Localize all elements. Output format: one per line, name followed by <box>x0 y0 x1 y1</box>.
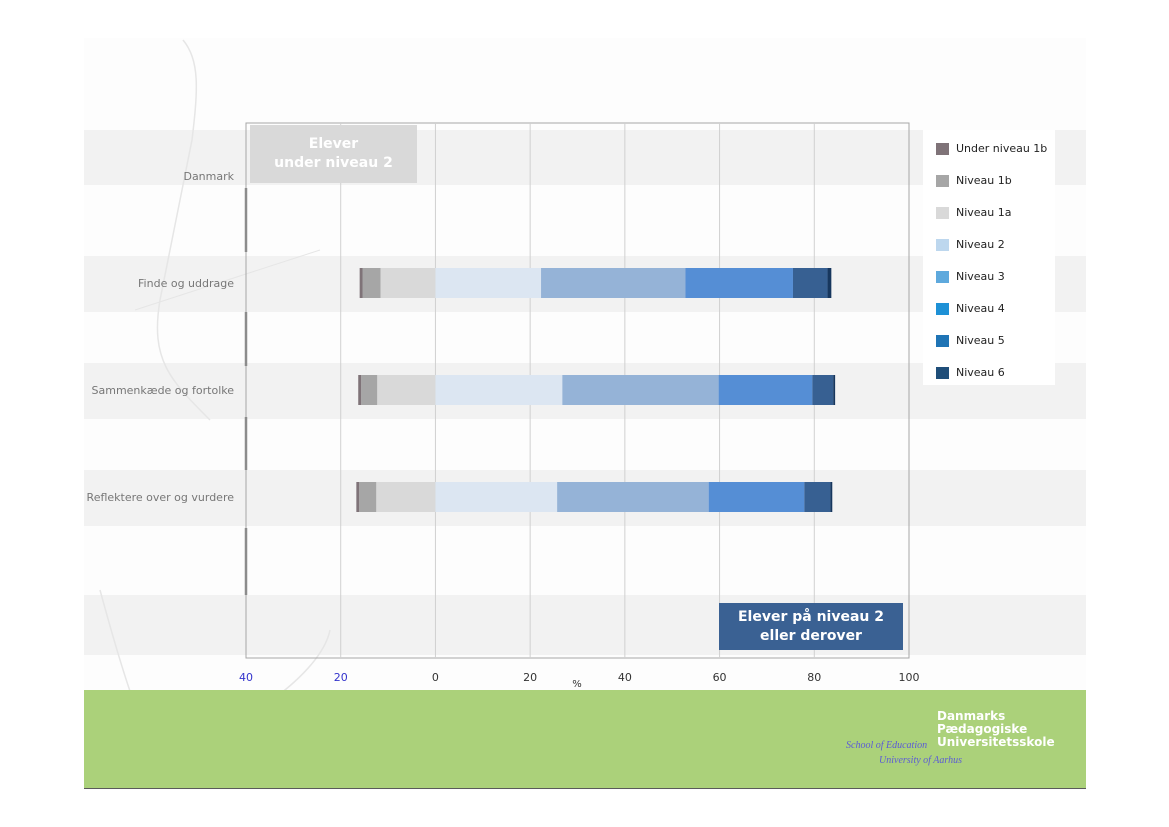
bar-segment <box>833 375 836 405</box>
bar-segment <box>562 375 719 405</box>
bar-segment <box>380 268 436 298</box>
x-tick-label: 20 <box>334 671 348 684</box>
bar-segment <box>804 482 831 512</box>
legend-swatch <box>936 303 949 315</box>
logo-line-1: Danmarks <box>937 709 1006 723</box>
university-logo: Danmarks Pædagogiske Universitetsskole S… <box>846 709 1055 770</box>
legend-label: Niveau 5 <box>956 334 1005 347</box>
x-tick-label: 100 <box>899 671 920 684</box>
x-tick-label: 80 <box>807 671 821 684</box>
category-label: Reflektere over og vurdere <box>87 491 235 504</box>
bar-segment <box>358 375 362 405</box>
bar-segment <box>435 375 563 405</box>
legend-swatch <box>936 239 949 251</box>
row-band <box>84 595 1086 655</box>
x-tick-label: 0 <box>432 671 439 684</box>
at-or-above-level2-label: Elever på niveau 2 eller derover <box>719 603 903 650</box>
legend-label: Niveau 3 <box>956 270 1005 283</box>
x-tick-label: 40 <box>239 671 253 684</box>
legend-label: Niveau 1b <box>956 174 1012 187</box>
logo-subtitle-2: University of Aarhus <box>879 755 962 766</box>
chart-legend: Under niveau 1b Niveau 1b Niveau 1a Niveau … <box>923 130 1055 385</box>
x-tick-label: 60 <box>713 671 727 684</box>
bar-segment <box>557 482 709 512</box>
legend-label: Niveau 4 <box>956 302 1005 315</box>
legend-swatch <box>936 335 949 347</box>
category-label: Finde og uddrage <box>138 277 234 290</box>
legend-swatch <box>936 207 949 219</box>
axis-labels: 40 20 0 20 40 60 80 100% Danmark Finde og uddrage… <box>87 170 920 690</box>
legend-label: Niveau 2 <box>956 238 1005 251</box>
logo-line-3: Universitetsskole <box>937 735 1055 749</box>
category-label: Danmark <box>183 170 234 183</box>
x-axis-label: % <box>572 679 582 690</box>
bar-segment <box>361 375 378 405</box>
legend-label: Under niveau 1b <box>956 142 1048 155</box>
bar-segment <box>685 268 793 298</box>
legend-swatch <box>936 143 949 155</box>
bar-segment <box>792 268 828 298</box>
legend-swatch <box>936 367 949 379</box>
legend-swatch <box>936 175 949 187</box>
bar-segment <box>812 375 834 405</box>
footer-divider <box>84 788 1086 789</box>
bar-segment <box>362 268 381 298</box>
x-tick-label: 40 <box>618 671 632 684</box>
x-tick-label: 20 <box>523 671 537 684</box>
bar-segment <box>830 482 833 512</box>
footer-band <box>84 690 1086 788</box>
legend-swatch <box>936 271 949 283</box>
bar-segment <box>377 375 436 405</box>
bar-segment <box>359 268 363 298</box>
bar-segment <box>718 375 813 405</box>
bar-segment <box>356 482 360 512</box>
bar-segment <box>827 268 832 298</box>
bar-segment <box>708 482 805 512</box>
plot-area <box>245 122 910 659</box>
bar-segment <box>435 268 542 298</box>
bar-segment <box>376 482 436 512</box>
logo-subtitle-1: School of Education <box>846 740 928 751</box>
bars <box>356 268 836 512</box>
legend-label: Niveau 6 <box>956 366 1005 379</box>
category-label: Sammenkæde og fortolke <box>92 384 235 397</box>
below-level2-label: Elever under niveau 2 <box>250 125 417 183</box>
logo-line-2: Pædagogiske <box>937 722 1028 736</box>
bar-segment <box>435 482 558 512</box>
bar-segment <box>541 268 686 298</box>
bar-segment <box>359 482 377 512</box>
legend-label: Niveau 1a <box>956 206 1012 219</box>
